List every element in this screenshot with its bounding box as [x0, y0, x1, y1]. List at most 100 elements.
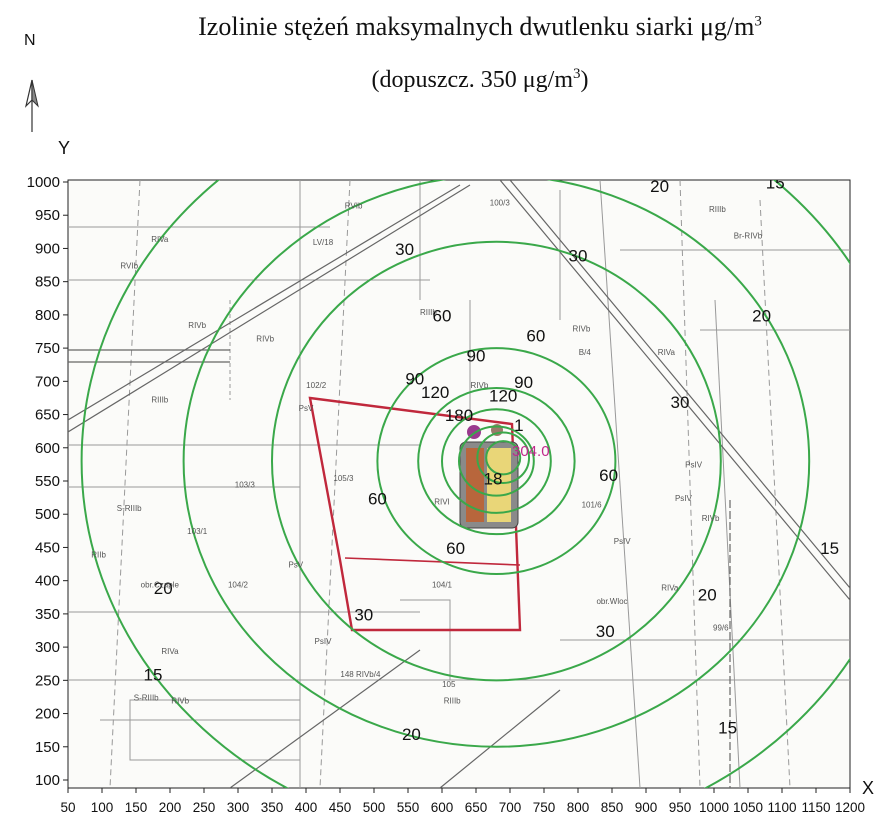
- isoline-label: 20: [154, 579, 173, 598]
- parcel-label: RIVa: [658, 348, 676, 357]
- isolines: [80, 180, 850, 788]
- isoline-label: 15: [820, 539, 839, 558]
- parcel-label: RIIIb: [444, 697, 461, 706]
- y-tick-label: 100: [35, 772, 60, 789]
- parcel-label: 104/1: [432, 580, 453, 589]
- isoline-label: 30: [569, 247, 588, 266]
- parcel-label: 105/3: [333, 474, 354, 483]
- isoline-label: 90: [467, 346, 486, 365]
- x-tick-label: 500: [363, 800, 386, 815]
- isoline-label: 120: [489, 386, 517, 405]
- isoline-label: 20: [698, 586, 717, 605]
- parcel-label: RIIIb: [151, 396, 168, 405]
- isoline-label: 15: [144, 665, 163, 684]
- isoline-label: 120: [421, 383, 449, 402]
- isoline-label: 20: [752, 307, 771, 326]
- y-tick-label: 500: [35, 506, 60, 523]
- y-axis-label: Y: [58, 138, 71, 158]
- parcel-label: RIVI: [434, 497, 450, 506]
- y-tick-label: 250: [35, 672, 60, 689]
- parcel-label: RIIb: [91, 550, 106, 559]
- parcel-label: obr.Czaple: [141, 580, 180, 589]
- x-tick-label: 750: [533, 800, 556, 815]
- title-text: Izolinie stężeń maksymalnych dwutlenku s…: [198, 12, 755, 41]
- x-tick-label: 950: [669, 800, 692, 815]
- parcel-label: B/4: [579, 348, 592, 357]
- parcel-label: PsIV: [315, 637, 333, 646]
- parcel-label: 103/3: [235, 481, 256, 490]
- y-tick-label: 750: [35, 340, 60, 357]
- isoline-inner: [485, 440, 522, 476]
- x-tick-label: 350: [261, 800, 284, 815]
- y-tick-label: 650: [35, 407, 60, 424]
- y-tick-label: 450: [35, 539, 60, 556]
- parcel-label: RIVb: [702, 514, 720, 523]
- isoline: [458, 425, 535, 497]
- x-tick-label: 1000: [699, 800, 729, 815]
- x-axis-label: X: [862, 778, 875, 798]
- x-tick-label: 1200: [835, 800, 865, 815]
- isoline-label: 60: [368, 489, 387, 508]
- parcel-label: RIIIb: [709, 205, 726, 214]
- parcel-label: RVIb: [120, 261, 138, 270]
- y-tick-label: 150: [35, 739, 60, 756]
- parcel-label: RIVa: [151, 235, 169, 244]
- parcel-label: RIVb: [171, 697, 189, 706]
- parcel-label: RIVa: [161, 647, 179, 656]
- x-tick-label: 800: [567, 800, 590, 815]
- parcel-label: obr.Wloc: [596, 597, 627, 606]
- y-tick-label: 900: [35, 240, 60, 257]
- map-subtitle: (dopuszcz. 350 μg/m3): [100, 66, 860, 94]
- subtitle-end: ): [580, 67, 589, 93]
- x-tick-label: 700: [499, 800, 522, 815]
- x-tick-labels: 50 100 150 200 250 300 350 400 450 500 550 600 650 70…: [60, 788, 865, 815]
- parcel-label: 105: [442, 680, 456, 689]
- y-tick-label: 700: [35, 373, 60, 390]
- isoline-label: 30: [354, 606, 373, 625]
- isoline-label: 60: [599, 466, 618, 485]
- y-tick-label: 950: [35, 207, 60, 224]
- title-superscript: 3: [754, 13, 762, 30]
- parcel-label: RIVb: [256, 334, 274, 343]
- isoline-label: 30: [671, 393, 690, 412]
- parcel-label: RVIb: [345, 202, 363, 211]
- y-tick-label: 200: [35, 706, 60, 723]
- isoline: [80, 180, 850, 788]
- isoline-label: 60: [433, 307, 452, 326]
- y-tick-label: 350: [35, 606, 60, 623]
- subtitle-text: (dopuszcz. 350 μg/m: [371, 67, 574, 93]
- isoline-label: 30: [395, 240, 414, 259]
- y-tick-label: 400: [35, 573, 60, 590]
- isoline: [417, 386, 576, 536]
- y-tick-label: 800: [35, 307, 60, 324]
- x-tick-label: 550: [397, 800, 420, 815]
- isoline-label: 60: [526, 326, 545, 345]
- x-tick-label: 600: [431, 800, 454, 815]
- parcel-label: RIVb: [188, 321, 206, 330]
- parcel-label: 102/2: [306, 381, 327, 390]
- parcel-label: S-RIIIb: [117, 504, 142, 513]
- parcel-label: 100/3: [490, 198, 511, 207]
- parcel-label: Br-RIVb: [734, 231, 763, 240]
- x-tick-label: 850: [601, 800, 624, 815]
- x-tick-label: 250: [193, 800, 216, 815]
- parcel-label: 99/6: [713, 624, 729, 633]
- isoline-label: 1: [514, 416, 523, 435]
- isoline-label: 15: [766, 174, 785, 193]
- parcel-label: RIVa: [661, 584, 679, 593]
- parcel-label: 103/1: [187, 527, 208, 536]
- y-tick-labels: 1000 950 900 850 800 750 700 650 600 550 500 450 400…: [27, 174, 68, 789]
- x-tick-label: 50: [60, 800, 75, 815]
- isoline: [376, 347, 617, 576]
- parcel-label: PsIV: [675, 494, 693, 503]
- north-arrow-icon: [24, 79, 39, 132]
- parcel-label: PsIV: [614, 537, 632, 546]
- isoline: [441, 408, 552, 514]
- parcel-labels: RVIb 100/3 RIIIb Br-RIVb RIVa LV/18 RVIb RIIIb R…: [91, 198, 763, 705]
- parcel-label: 101/6: [582, 501, 603, 510]
- parcel-label: 104/2: [228, 580, 249, 589]
